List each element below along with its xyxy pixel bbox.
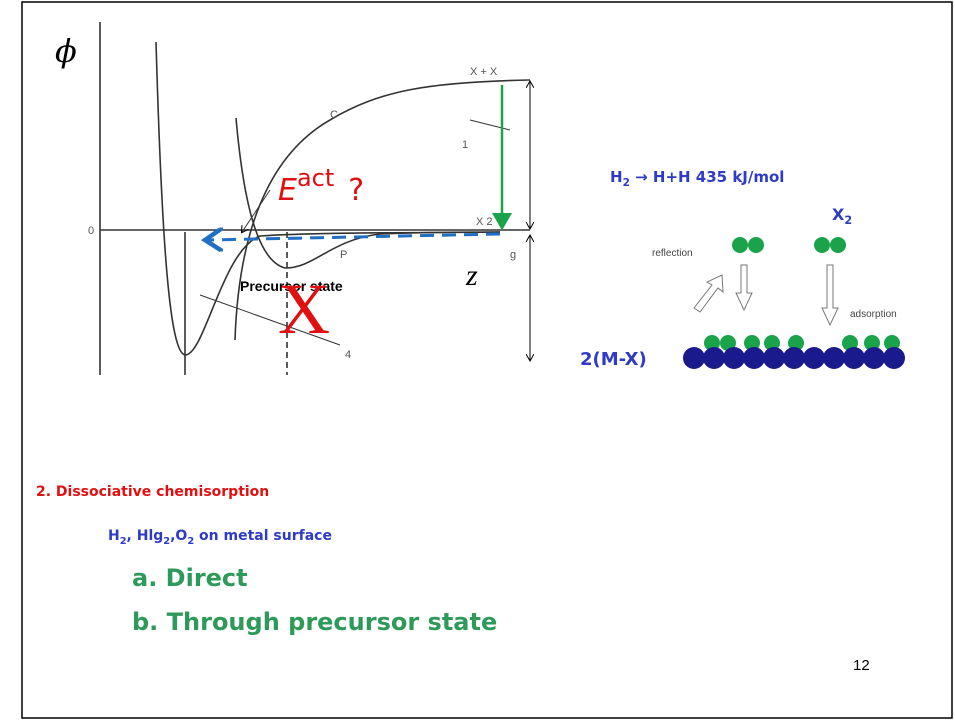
- text-part: X: [832, 205, 845, 224]
- eact-sup: act: [297, 164, 334, 192]
- list-item: b. Through precursor state: [132, 608, 497, 636]
- text-part: , Hlg: [127, 528, 164, 544]
- eact-question: ?: [348, 173, 364, 208]
- molecules: [732, 237, 846, 253]
- surface: [683, 335, 905, 369]
- text-part: → H+H 435 kJ/mol: [630, 168, 785, 186]
- subscript: 2: [844, 214, 852, 227]
- curve-label: X 2: [476, 216, 493, 228]
- subscript: 2: [623, 177, 630, 189]
- text-part: H: [610, 168, 623, 186]
- subscript: 2: [187, 536, 194, 547]
- heading: 2. Dissociative chemisorption: [36, 484, 269, 500]
- curve-label: 0: [88, 225, 94, 237]
- curve-label: X + X: [470, 66, 498, 78]
- subscript: 2: [163, 536, 170, 547]
- text-part: on metal surface: [194, 528, 332, 544]
- text-part: H: [108, 528, 120, 544]
- curve-label: P: [340, 249, 347, 261]
- reaction: H2 → H+H 435 kJ/mol: [610, 168, 784, 189]
- surface-label: 2(M-X): [580, 349, 647, 370]
- subscript: 2: [120, 536, 127, 547]
- z-label: z: [465, 259, 478, 292]
- eact-base: E: [278, 173, 297, 208]
- motion-arrows: [694, 265, 838, 325]
- activation-energy: Eact?: [278, 164, 364, 208]
- molecules-line: H2, Hlg2,O2 on metal surface: [108, 528, 332, 547]
- curve-label: 4: [345, 349, 351, 361]
- x2-label: X2: [832, 205, 852, 227]
- list-item: a. Direct: [132, 564, 248, 592]
- curve-label: 1: [462, 139, 468, 151]
- page-number: 12: [853, 657, 870, 674]
- page: {"diagram": {"phi": "ϕ", "labels": {"xx"…: [0, 0, 955, 720]
- text-part: ,O: [170, 528, 187, 544]
- slide: ϕ X + X C 1 X 2 P 4 g 0 Eact? Precursor …: [0, 0, 955, 720]
- phi-label: ϕ: [55, 32, 77, 70]
- reflection-label: reflection: [652, 248, 693, 259]
- cross-mark: X: [278, 269, 330, 349]
- curve-label: g: [510, 249, 516, 261]
- adsorption-label: adsorption: [850, 309, 897, 320]
- curve-label: C: [330, 109, 338, 121]
